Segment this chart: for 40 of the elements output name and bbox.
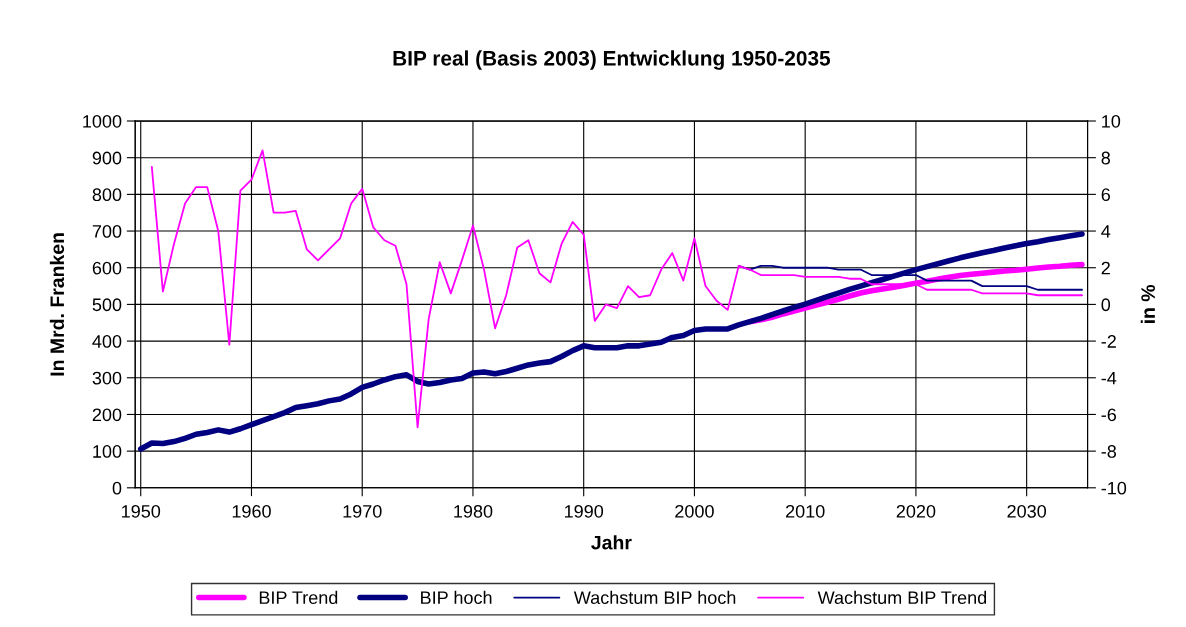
legend-label: BIP hoch [421, 590, 492, 605]
y-tick-label: 700 [92, 224, 122, 238]
y-tick-label: 1000 [83, 114, 122, 128]
y2-tick-label: 0 [1101, 298, 1111, 312]
y2-tick-label: -2 [1101, 335, 1116, 348]
y2-tick-label: 6 [1101, 188, 1110, 202]
y2-axis-title: in % [1140, 284, 1155, 324]
x-tick-label: 2000 [675, 504, 714, 518]
x-tick-label: 2020 [896, 504, 936, 518]
x-tick-label: 1960 [232, 504, 271, 518]
legend-label: Wachstum BIP hoch [573, 590, 736, 605]
y-tick-label: 800 [92, 188, 122, 202]
y-tick-label: 900 [92, 151, 122, 165]
y-tick-label: 600 [92, 261, 122, 275]
x-tick-label: 2010 [786, 504, 825, 518]
y2-tick-label: -10 [1101, 481, 1127, 495]
y2-tick-label: 8 [1101, 151, 1111, 165]
y-tick-label: 300 [92, 371, 122, 385]
y2-tick-label: 10 [1102, 114, 1121, 128]
x-axis-title: Jahr [591, 535, 632, 550]
y2-tick-label: 2 [1101, 261, 1110, 275]
y-tick-label: 200 [92, 408, 122, 422]
y2-tick-label: -8 [1101, 445, 1117, 458]
y2-tick-label: -6 [1101, 408, 1117, 422]
legend-label: BIP Trend [259, 590, 338, 605]
y2-tick-label: 4 [1101, 225, 1111, 238]
x-tick-label: 1970 [343, 504, 382, 518]
y2-tick-label: -4 [1101, 371, 1117, 385]
x-tick-label: 1980 [454, 504, 493, 518]
y-tick-label: 500 [92, 298, 122, 312]
y-axis-title: In Mrd. Franken [49, 233, 65, 376]
x-tick-label: 1950 [122, 504, 161, 518]
chart-title: BIP real (Basis 2003) Entwicklung 1950-2035 [393, 50, 831, 70]
legend-label: Wachstum BIP Trend [817, 590, 987, 605]
x-tick-label: 2030 [1007, 504, 1047, 518]
y-tick-label: 0 [112, 481, 122, 495]
y-tick-label: 100 [93, 445, 122, 458]
line-series [150, 149, 1083, 429]
x-tick-label: 1990 [564, 504, 604, 518]
y-tick-label: 400 [92, 335, 122, 348]
